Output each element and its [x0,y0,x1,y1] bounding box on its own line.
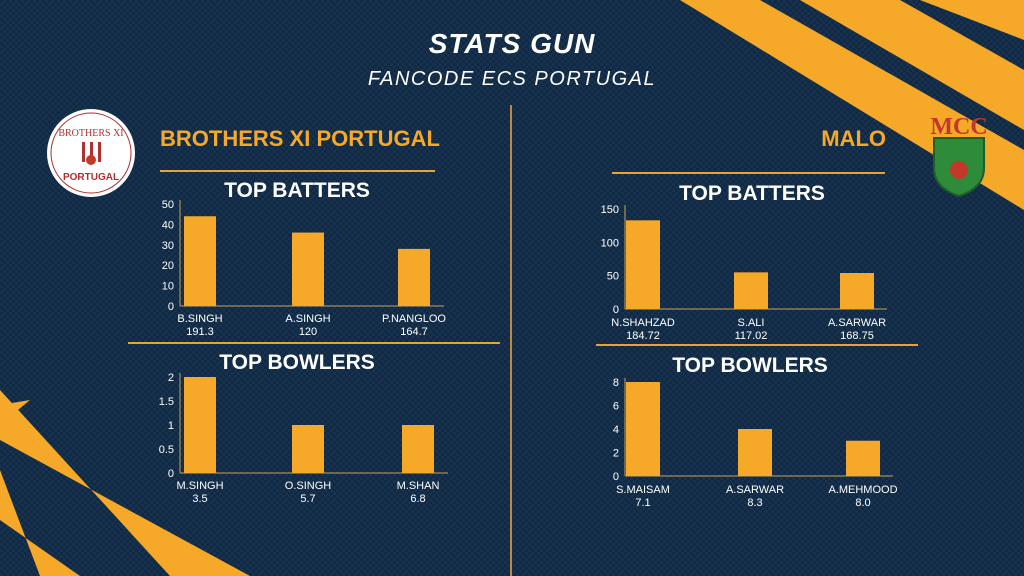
category-sublabel: 6.8 [410,493,425,505]
category-label: N.SHAHZAD [611,317,675,329]
category-sublabel: 117.02 [735,330,768,342]
bar [402,425,434,473]
bar [626,220,660,309]
y-tick-label: 1 [168,420,174,432]
bar [738,429,772,476]
left-section-divider [128,342,500,344]
center-divider [510,105,512,576]
bar [184,377,216,473]
category-label: A.SARWAR [828,317,886,329]
category-sublabel: 8.0 [855,497,870,509]
sub-title: FANCODE ECS PORTUGAL [367,68,657,90]
category-label: A.MEHMOOD [828,484,897,496]
team-left-divider [160,170,435,172]
y-tick-label: 40 [162,219,174,231]
category-sublabel: 164.7 [400,326,428,338]
category-sublabel: 5.7 [300,493,315,505]
chart-title: TOP BATTERS [679,182,825,205]
category-sublabel: 8.3 [747,497,762,509]
bar [398,248,430,306]
category-sublabel: 120 [299,326,317,338]
y-tick-label: 20 [162,260,174,272]
category-sublabel: 168.75 [840,330,874,342]
category-label: A.SARWAR [726,484,784,496]
y-tick-label: 8 [613,377,619,389]
chart-title: TOP BOWLERS [219,351,375,374]
y-tick-label: 0.5 [159,444,174,456]
y-tick-label: 0 [168,468,174,480]
y-tick-label: 50 [607,271,619,283]
category-label: M.SHAN [397,480,440,492]
right-section-divider [596,344,918,346]
main-title: STATS GUN [428,28,596,59]
category-label: O.SINGH [285,480,332,492]
y-tick-label: 0 [168,301,174,313]
category-label: B.SINGH [177,313,222,325]
category-label: M.SINGH [176,480,223,492]
svg-text:PORTUGAL: PORTUGAL [63,172,119,183]
category-sublabel: 7.1 [635,497,650,509]
svg-text:MCC: MCC [930,114,987,140]
bar [840,273,874,309]
bar [184,216,216,306]
brothers-xi-logo: BROTHERS XI PORTUGAL [47,109,135,197]
category-sublabel: 184.72 [626,330,660,342]
team-right-name: MALO [821,126,886,151]
y-tick-label: 100 [601,237,619,249]
category-label: A.SINGH [285,313,330,325]
svg-text:BROTHERS XI: BROTHERS XI [58,128,123,139]
category-label: S.MAISAM [616,484,670,496]
y-tick-label: 1.5 [159,396,174,408]
bar [292,425,324,473]
bar [292,232,324,306]
y-tick-label: 30 [162,240,174,252]
chart-title: TOP BOWLERS [672,354,828,377]
y-tick-label: 0 [613,304,619,316]
bar [626,382,660,476]
y-tick-label: 2 [613,448,619,460]
y-tick-label: 150 [601,204,619,216]
y-tick-label: 2 [168,372,174,384]
y-tick-label: 4 [613,424,619,436]
malo-logo: MCC [930,114,988,198]
team-right-divider [612,172,885,174]
category-label: P.NANGLOO [382,313,446,325]
bar [846,440,880,476]
category-sublabel: 191.3 [186,326,214,338]
category-label: S.ALI [738,317,765,329]
bar [734,272,768,309]
y-tick-label: 6 [613,401,619,413]
y-tick-label: 10 [162,281,174,293]
category-sublabel: 3.5 [192,493,207,505]
y-tick-label: 50 [162,199,174,211]
chart-title: TOP BATTERS [224,179,370,202]
team-left-name: BROTHERS XI PORTUGAL [160,126,440,151]
y-tick-label: 0 [613,471,619,483]
